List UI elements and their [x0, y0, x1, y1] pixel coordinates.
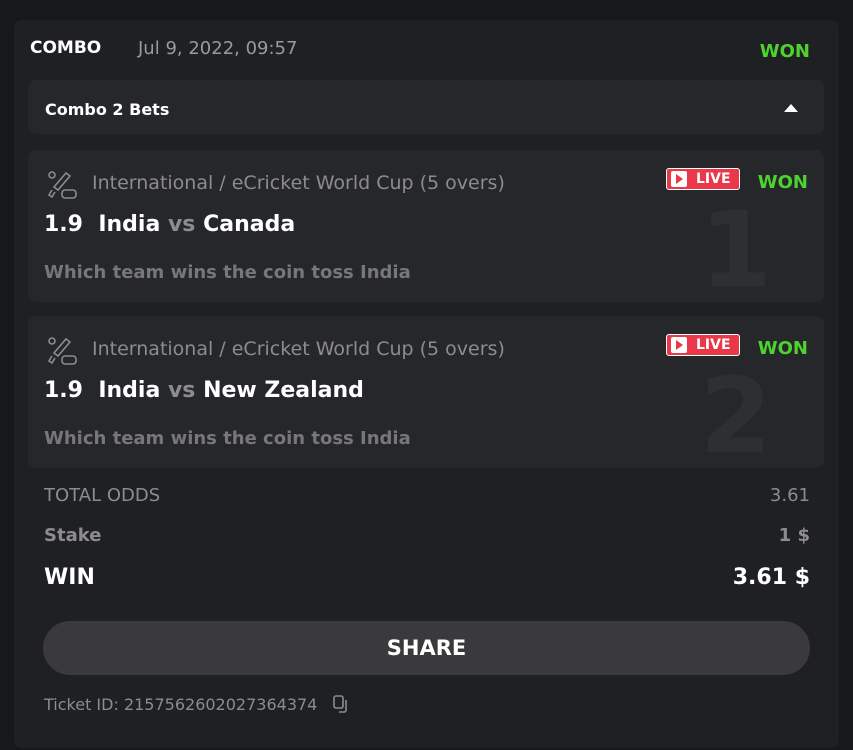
league-name: International / eCricket World Cup (5 ov…	[92, 172, 505, 194]
combo-label: Combo 2 Bets	[45, 100, 170, 119]
bet-card: 2 International / eCricket World Cup (5 …	[28, 316, 824, 468]
esports-cricket-icon	[47, 171, 77, 199]
win-value: 3.61 $	[732, 565, 810, 590]
stake-value: 1 $	[778, 525, 810, 546]
odds: 1.9	[44, 212, 83, 237]
bet-index: 1	[699, 189, 772, 302]
league-name: International / eCricket World Cup (5 ov…	[92, 338, 505, 360]
bet-status: WON	[757, 172, 808, 193]
market-selection: Which team wins the coin toss India	[44, 262, 411, 283]
bet-card: 1 International / eCricket World Cup (5 …	[28, 150, 824, 302]
bet-date: Jul 9, 2022, 09:57	[138, 38, 298, 59]
bet-type: COMBO	[30, 38, 102, 58]
team-2: New Zealand	[203, 378, 364, 403]
combo-toggle[interactable]: Combo 2 Bets	[28, 80, 824, 134]
team-1: India	[98, 378, 161, 403]
live-label: LIVE	[696, 337, 731, 353]
total-odds-value: 3.61	[769, 485, 810, 506]
ticket-id: Ticket ID: 2157562602027364374	[44, 695, 318, 714]
play-icon	[671, 171, 687, 187]
market-selection: Which team wins the coin toss India	[44, 428, 411, 449]
live-badge: LIVE	[666, 168, 740, 190]
stake-row: Stake 1 $	[44, 525, 810, 546]
ticket-status: WON	[759, 41, 810, 62]
play-icon	[671, 337, 687, 353]
live-badge: LIVE	[666, 334, 740, 356]
bet-index: 2	[699, 355, 772, 468]
total-odds-row: TOTAL ODDS 3.61	[44, 485, 810, 506]
live-label: LIVE	[696, 171, 731, 187]
team-1: India	[98, 212, 161, 237]
team-2: Canada	[203, 212, 296, 237]
win-row: WIN 3.61 $	[44, 565, 810, 590]
share-button[interactable]: SHARE	[43, 621, 810, 675]
stake-label: Stake	[44, 525, 102, 546]
match-title: 1.9 India vs New Zealand	[44, 378, 364, 403]
vs-label: vs	[167, 378, 196, 403]
win-label: WIN	[44, 565, 95, 590]
bet-status: WON	[757, 338, 808, 359]
total-odds-label: TOTAL ODDS	[44, 485, 161, 506]
odds: 1.9	[44, 378, 83, 403]
caret-up-icon	[784, 104, 798, 112]
match-title: 1.9 India vs Canada	[44, 212, 295, 237]
esports-cricket-icon	[47, 337, 77, 365]
copy-icon[interactable]	[332, 694, 352, 714]
vs-label: vs	[167, 212, 196, 237]
